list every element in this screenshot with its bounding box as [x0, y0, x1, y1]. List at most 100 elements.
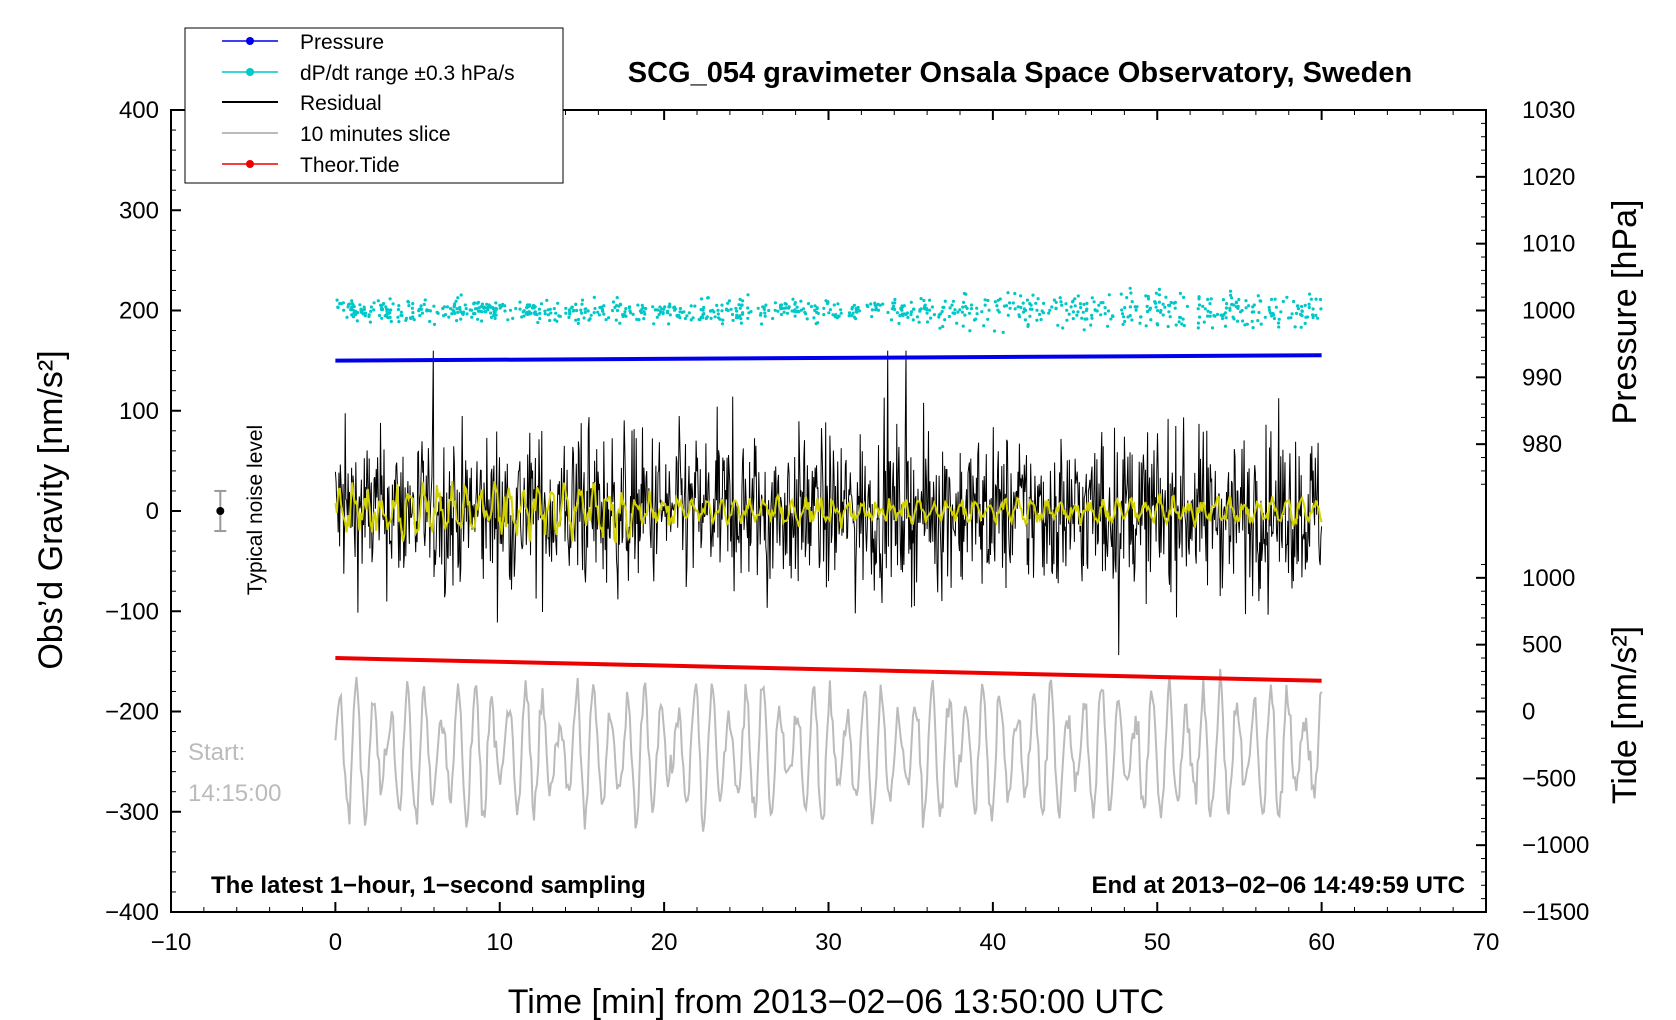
dpdt-point	[793, 301, 797, 305]
dpdt-point	[478, 309, 482, 313]
dpdt-point	[995, 304, 999, 308]
dpdt-point	[475, 307, 479, 311]
legend-marker-pressure	[246, 37, 254, 45]
dpdt-point	[815, 307, 819, 311]
dpdt-point	[350, 299, 354, 303]
dpdt-point	[580, 298, 585, 302]
dpdt-point	[1144, 294, 1148, 298]
dpdt-point	[1089, 323, 1093, 327]
dpdt-point	[906, 315, 910, 319]
y-left-tick-label: −300	[105, 799, 159, 826]
dpdt-point	[1081, 310, 1085, 314]
x-axis: −10 0 10 20 30 40 50 60 70	[151, 110, 1499, 956]
dpdt-point	[1054, 307, 1058, 311]
dpdt-point	[1269, 297, 1274, 301]
dpdt-point	[850, 305, 855, 309]
dpdt-point	[1021, 301, 1025, 305]
dpdt-point	[741, 299, 745, 303]
dpdt-point	[518, 300, 522, 304]
dpdt-point	[489, 311, 493, 315]
dpdt-point	[1172, 301, 1176, 305]
dpdt-point	[905, 311, 910, 315]
dpdt-point	[1182, 324, 1186, 328]
dpdt-point	[1311, 307, 1315, 311]
dpdt-point	[455, 307, 459, 311]
dpdt-point	[1090, 296, 1094, 300]
noise-level-marker: Typical noise level	[214, 425, 267, 595]
dpdt-point	[456, 296, 460, 300]
dpdt-point	[386, 308, 390, 312]
dpdt-point	[604, 318, 608, 322]
dpdt-point	[419, 307, 423, 311]
dpdt-point	[1181, 317, 1185, 321]
dpdt-point	[663, 305, 667, 309]
dpdt-point	[636, 303, 640, 307]
dpdt-point	[533, 310, 537, 315]
dpdt-point	[1064, 302, 1068, 306]
dpdt-point	[779, 303, 784, 307]
dpdt-point	[586, 309, 590, 313]
dpdt-point	[610, 308, 615, 313]
dpdt-point	[716, 308, 720, 312]
dpdt-point	[982, 324, 986, 328]
tide-axis-title: Tide [nm/s²]	[1606, 626, 1644, 804]
dpdt-point	[1177, 320, 1181, 324]
dpdt-point	[602, 312, 606, 316]
dpdt-point	[1153, 300, 1157, 304]
slice-series	[334, 669, 1323, 832]
dpdt-point	[1213, 314, 1217, 318]
dpdt-point	[1300, 309, 1304, 313]
dpdt-point	[1234, 300, 1238, 304]
dpdt-point	[967, 311, 972, 315]
dpdt-point	[1126, 315, 1130, 319]
dpdt-point	[1168, 303, 1172, 307]
smoothed-series	[334, 481, 1323, 543]
dpdt-point	[886, 310, 890, 315]
dpdt-point	[812, 316, 816, 320]
dpdt-point	[726, 308, 730, 313]
dpdt-point	[969, 303, 974, 307]
dpdt-point	[1082, 302, 1086, 306]
x-tick-label: 30	[815, 929, 842, 956]
dpdt-point	[869, 302, 873, 306]
dpdt-point	[806, 302, 811, 306]
dpdt-point	[552, 307, 556, 311]
dpdt-point	[396, 315, 400, 319]
dpdt-point	[592, 295, 596, 299]
dpdt-point	[803, 310, 807, 314]
dpdt-point	[419, 304, 423, 308]
dpdt-point	[1308, 292, 1312, 296]
dpdt-point	[1120, 308, 1124, 312]
dpdt-point	[601, 309, 605, 313]
dpdt-point	[701, 316, 705, 320]
dpdt-point	[596, 310, 600, 314]
dpdt-point	[727, 299, 732, 303]
dpdt-point	[678, 306, 683, 311]
dpdt-point	[667, 322, 671, 326]
dpdt-point	[678, 310, 682, 314]
dpdt-point	[756, 306, 760, 310]
x-tick-label: 50	[1144, 929, 1171, 956]
dpdt-point	[706, 296, 710, 300]
dpdt-point	[1229, 293, 1233, 297]
dpdt-point	[1121, 322, 1125, 326]
slice-line	[334, 669, 1323, 832]
dpdt-point	[456, 310, 460, 314]
dpdt-point	[758, 313, 763, 317]
dpdt-point	[825, 301, 830, 306]
dpdt-point	[1225, 302, 1229, 306]
dpdt-point	[1309, 297, 1313, 301]
dpdt-point	[673, 307, 678, 311]
dpdt-point	[518, 307, 522, 311]
dpdt-point	[1030, 307, 1034, 311]
dpdt-point	[655, 315, 659, 319]
dpdt-point	[380, 316, 384, 320]
dpdt-point	[958, 308, 962, 312]
y-left-tick-label: −100	[105, 598, 159, 625]
dpdt-point	[726, 301, 730, 305]
dpdt-point	[1042, 301, 1046, 305]
dpdt-point	[932, 313, 937, 317]
dpdt-point	[494, 301, 498, 305]
dpdt-point	[737, 303, 741, 307]
dpdt-point	[1099, 301, 1103, 305]
